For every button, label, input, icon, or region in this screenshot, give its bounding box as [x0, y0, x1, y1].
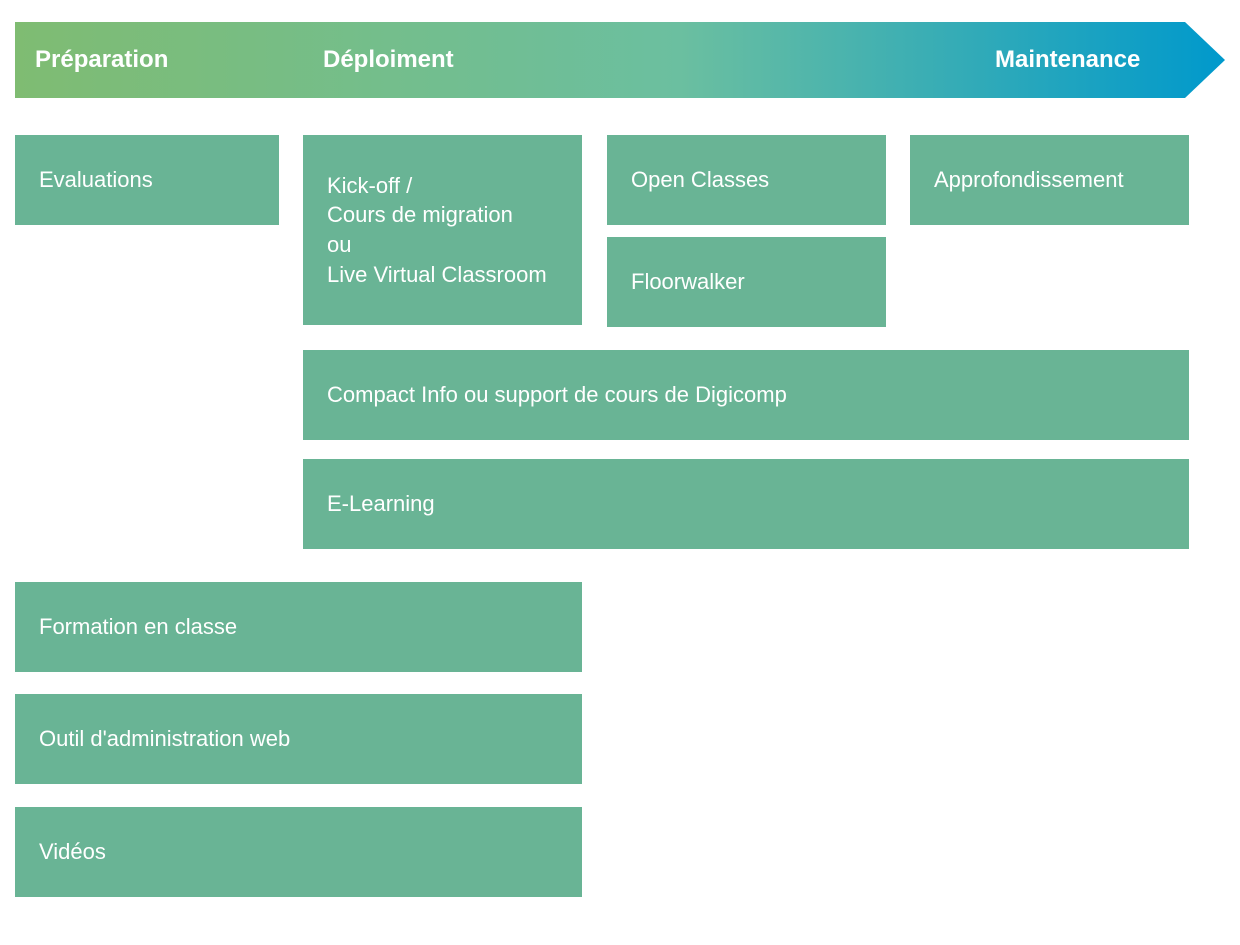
phase-maintenance: Maintenance: [975, 22, 1140, 98]
phase-deploiment: Déploiment: [303, 22, 454, 98]
box-evaluations: Evaluations: [15, 135, 279, 225]
phase-preparation: Préparation: [15, 22, 168, 98]
box-formation-classe: Formation en classe: [15, 582, 582, 672]
box-videos: Vidéos: [15, 807, 582, 897]
box-compact-info: Compact Info ou support de cours de Digi…: [303, 350, 1189, 440]
box-approfondissement: Approfondissement: [910, 135, 1189, 225]
diagram-canvas: Préparation Déploiment Maintenance Evalu…: [0, 0, 1240, 945]
box-floorwalker: Floorwalker: [607, 237, 886, 327]
box-kickoff: Kick-off / Cours de migration ou Live Vi…: [303, 135, 582, 325]
box-elearning: E-Learning: [303, 459, 1189, 549]
box-admin-web: Outil d'administration web: [15, 694, 582, 784]
box-open-classes: Open Classes: [607, 135, 886, 225]
